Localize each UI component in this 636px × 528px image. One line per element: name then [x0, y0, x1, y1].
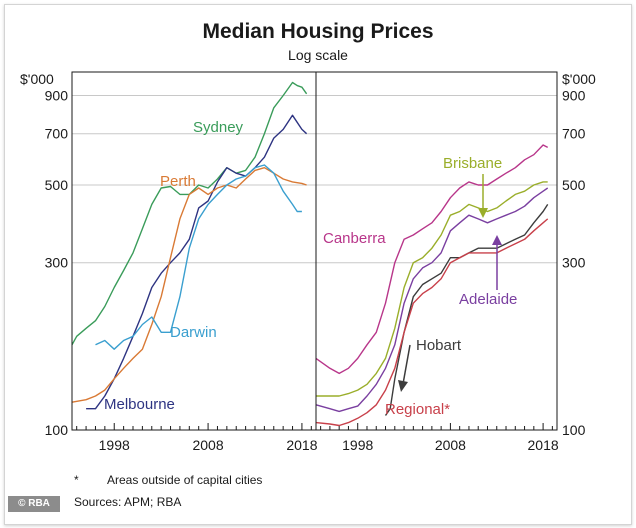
label-adelaide: Adelaide — [459, 291, 517, 308]
label-hobart: Hobart — [416, 337, 462, 354]
series-line-regional — [315, 218, 549, 427]
gridlines — [72, 94, 557, 264]
series-line-canberra — [315, 144, 549, 375]
label-regional: Regional* — [385, 401, 450, 418]
series-line-perth — [71, 166, 307, 403]
label-perth: Perth — [160, 173, 196, 190]
label-canberra: Canberra — [323, 230, 386, 247]
series-line-melbourne — [86, 114, 308, 410]
y-tick-left-300: 300 — [45, 255, 69, 271]
series-line-adelaide — [315, 187, 549, 413]
chart-subtitle: Log scale — [288, 47, 348, 63]
y-tick-left-900: 900 — [45, 87, 69, 103]
label-melbourne: Melbourne — [104, 396, 175, 413]
label-darwin: Darwin — [170, 324, 217, 341]
tick-labels: 100 100 300 300 500 500 700 700 900 900 1998 2008 20… — [45, 87, 586, 453]
sources-text: Sources: APM; RBA — [74, 495, 181, 509]
footnote-marker: * — [74, 473, 79, 487]
y-tick-left-500: 500 — [45, 177, 69, 193]
label-sydney: Sydney — [193, 119, 244, 136]
adelaide-arrow — [492, 235, 502, 290]
series-line-sydney — [71, 81, 308, 346]
y-unit-right: $'000 — [562, 71, 596, 87]
y-tick-right-500: 500 — [562, 177, 586, 193]
axes — [71, 71, 558, 431]
series-lines — [71, 81, 549, 427]
y-tick-right-300: 300 — [562, 255, 586, 271]
x-tick-0-2008: 2008 — [192, 437, 223, 453]
x-tick-1-1998: 1998 — [342, 437, 373, 453]
chart-title: Median Housing Prices — [202, 20, 433, 43]
chart-frame — [4, 4, 632, 525]
brisbane-arrow — [478, 174, 488, 218]
x-tick-0-2018: 2018 — [286, 437, 317, 453]
series-line-brisbane — [316, 181, 548, 397]
x-tick-0-1998: 1998 — [99, 437, 130, 453]
y-tick-right-700: 700 — [562, 126, 586, 142]
x-tick-1-2008: 2008 — [435, 437, 466, 453]
y-unit-left: $'000 — [20, 71, 54, 87]
y-tick-right-900: 900 — [562, 87, 586, 103]
plot-border — [71, 71, 558, 431]
label-brisbane: Brisbane — [443, 155, 502, 172]
y-tick-left-100: 100 — [45, 422, 69, 438]
series-line-darwin — [95, 164, 302, 350]
rba-logo: © RBA — [8, 496, 60, 512]
footnote-text: Areas outside of capital cities — [107, 473, 262, 487]
x-tick-1-2018: 2018 — [528, 437, 559, 453]
y-tick-left-700: 700 — [45, 126, 69, 142]
y-tick-right-100: 100 — [562, 422, 586, 438]
hobart-arrow — [398, 344, 411, 392]
